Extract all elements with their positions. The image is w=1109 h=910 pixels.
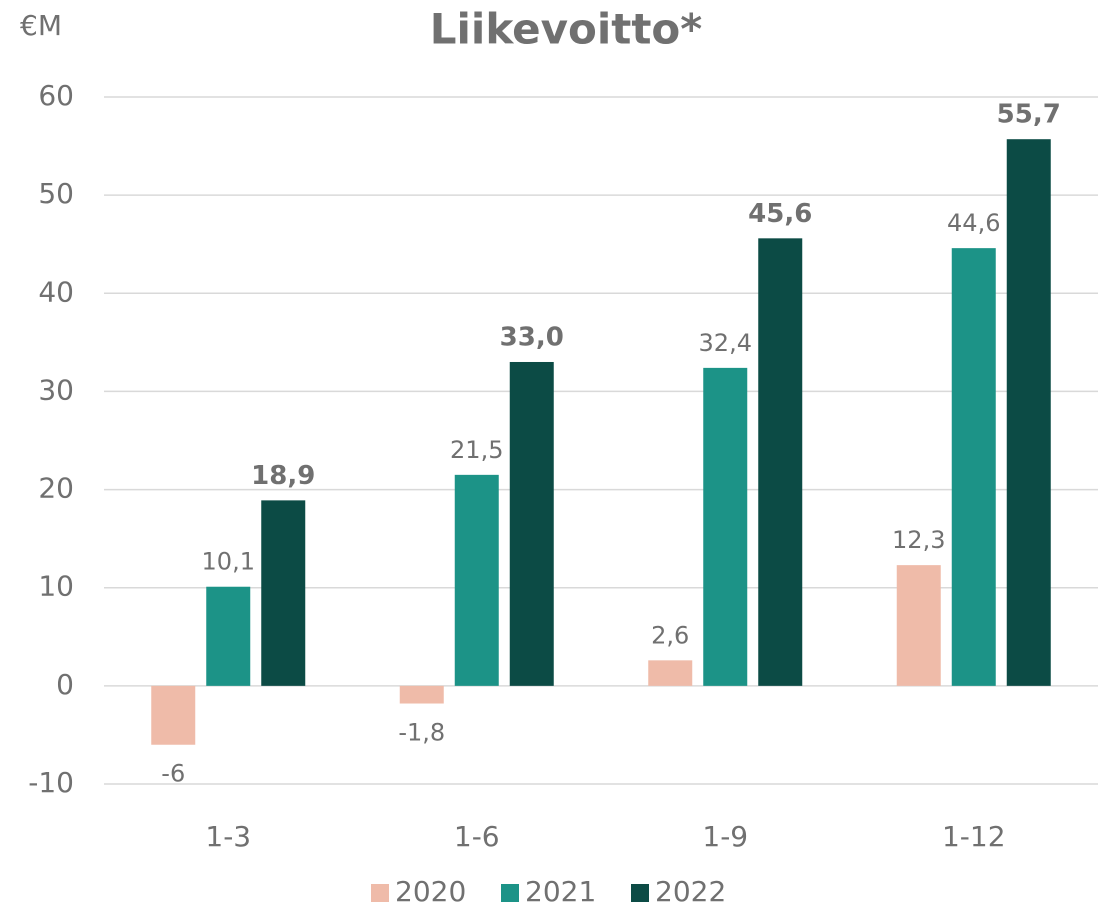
data-label: 12,3	[892, 526, 945, 554]
legend-label: 2022	[655, 875, 726, 908]
y-tick-label: 20	[38, 472, 74, 505]
bar	[261, 500, 306, 686]
data-label: 44,6	[947, 209, 1000, 237]
y-tick-label: 50	[38, 177, 74, 210]
x-tick-label: 1-12	[942, 820, 1006, 853]
legend-swatch	[501, 884, 519, 902]
y-tick-label: 60	[38, 79, 74, 112]
data-label: -1,8	[398, 719, 445, 747]
data-label: -6	[161, 760, 185, 788]
bar	[509, 361, 554, 686]
data-label: 21,5	[450, 436, 503, 464]
data-label: 18,9	[251, 461, 315, 491]
legend-label: 2021	[525, 875, 596, 908]
bar	[1006, 139, 1051, 686]
y-axis-label: €M	[20, 9, 62, 42]
bar	[151, 685, 196, 745]
bar	[206, 586, 251, 686]
bar	[758, 238, 803, 686]
bar	[896, 565, 941, 686]
bar	[648, 660, 693, 686]
legend-swatch	[371, 884, 389, 902]
x-tick-label: 1-9	[702, 820, 748, 853]
legend-label: 2020	[395, 875, 466, 908]
y-tick-label: 40	[38, 275, 74, 308]
data-label: 33,0	[500, 322, 564, 352]
data-label: 32,4	[699, 329, 752, 357]
y-tick-label: 0	[56, 668, 74, 701]
chart-title: Liikevoitto*	[430, 5, 702, 54]
data-label: 2,6	[651, 621, 689, 649]
y-tick-label: 30	[38, 373, 74, 406]
data-label: 10,1	[202, 548, 255, 576]
y-tick-label: 10	[38, 570, 74, 603]
bar	[454, 474, 499, 686]
bar	[399, 685, 444, 704]
y-tick-label: -10	[28, 766, 74, 799]
bar	[703, 367, 748, 686]
bar	[951, 248, 996, 686]
x-tick-label: 1-6	[454, 820, 500, 853]
x-tick-label: 1-3	[205, 820, 251, 853]
legend-swatch	[631, 884, 649, 902]
data-label: 55,7	[997, 100, 1061, 130]
data-label: 45,6	[748, 199, 812, 229]
